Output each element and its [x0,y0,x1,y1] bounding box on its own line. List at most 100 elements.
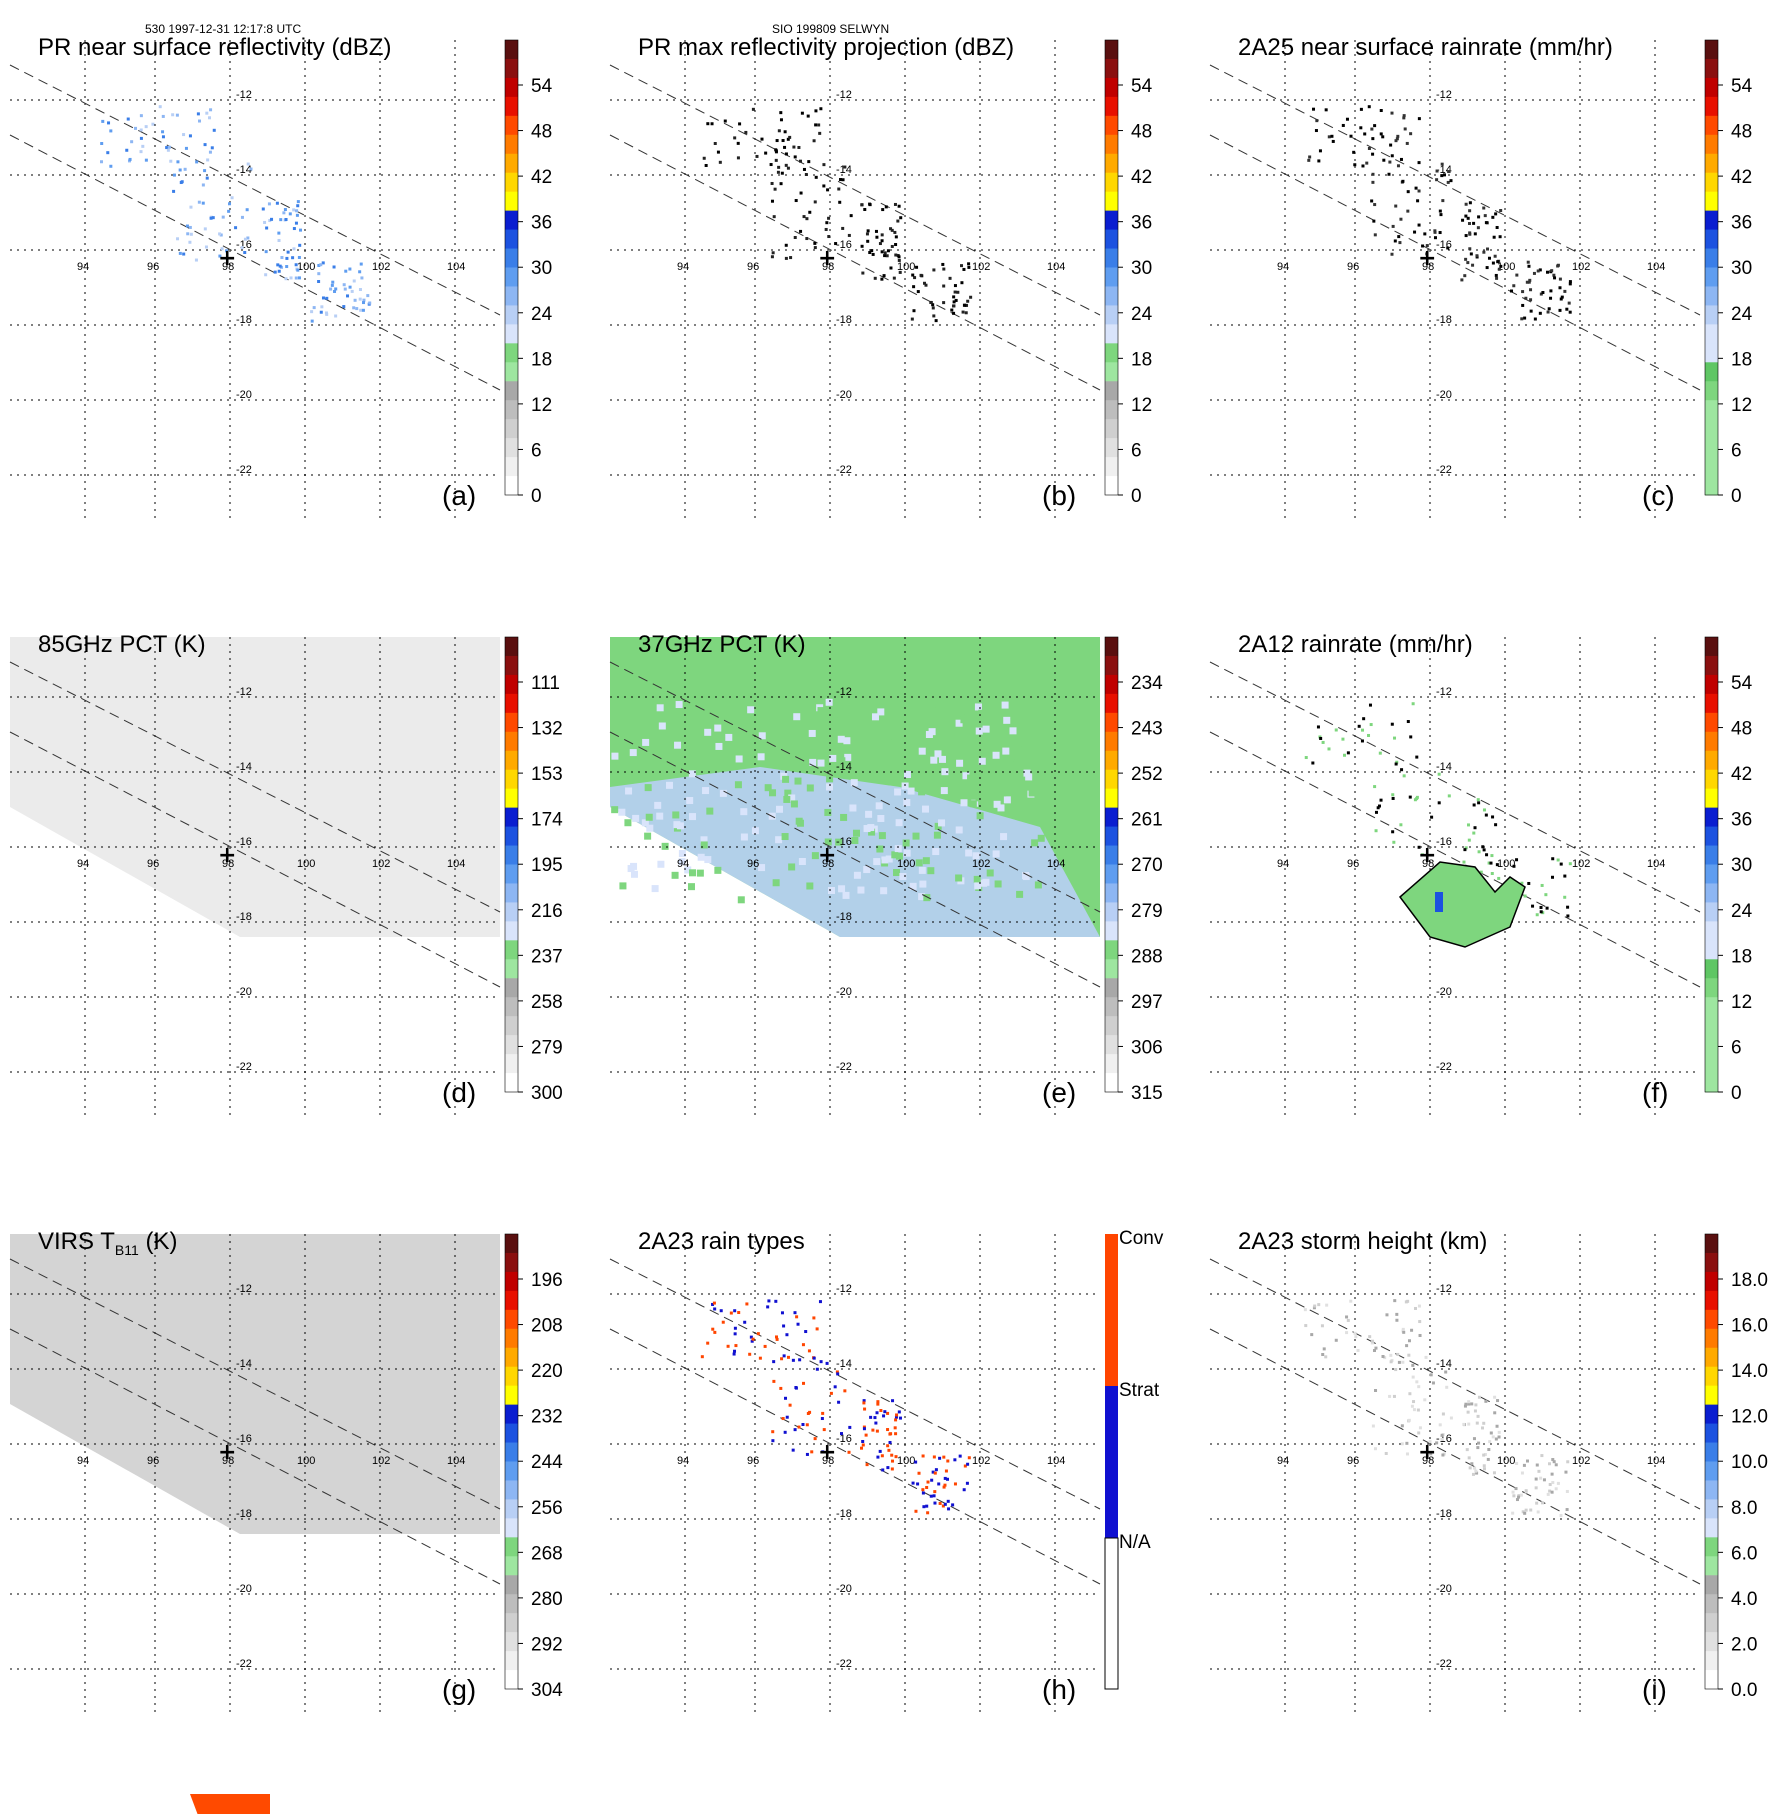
pixel [903,849,911,857]
colorbar-segment [505,1073,518,1093]
storm-center-marker: + [1418,1440,1436,1465]
lat-tick-label: -14 [236,761,252,773]
echo-pixel [875,1411,879,1415]
echo-pixel [767,1299,771,1303]
echo-pixel [958,1454,962,1458]
colorbar-segment [505,1537,518,1557]
echo-pixel [706,122,710,126]
colorbar-segment [505,1556,518,1576]
echo-pixel [899,216,903,220]
pixel [1000,833,1008,841]
echo-pixel [962,1488,966,1492]
pixel [871,713,879,721]
echo-pixel [1556,858,1560,862]
pixel [876,845,884,853]
colorbar-segment [505,419,518,439]
echo-pixel [1313,1304,1317,1308]
echo-pixel [814,109,818,113]
echo-pixel [1470,1402,1474,1406]
echo-pixel [781,139,785,143]
pixel [657,860,665,868]
echo-pixel [1559,1513,1563,1517]
echo-pixel [1429,1373,1433,1377]
lat-tick-label: -14 [236,164,252,176]
pixel [751,827,759,835]
echo-pixel [947,1507,951,1511]
colorbar-segment [1705,1366,1718,1387]
echo-pixel [838,200,842,204]
echo-pixel [898,1416,902,1420]
colorbar-segment [1105,96,1118,117]
echo-pixel [1418,1426,1422,1430]
echo-pixel [1330,134,1334,138]
echo-pixel [1550,1472,1554,1476]
echo-pixel [871,1428,875,1432]
pixel [757,753,765,761]
pixel [618,808,626,816]
echo-pixel [713,142,717,146]
colorbar-segment [505,978,518,998]
colorbar-segment [1705,1016,1718,1036]
colorbar-tick-label: 48 [531,122,552,143]
swath-edge [1209,64,1701,316]
colorbar-segment [1105,940,1118,960]
colorbar-segment [505,381,518,401]
echo-pixel [930,1478,934,1482]
colorbar-segment [1705,1328,1718,1349]
echo-pixel [1449,179,1453,183]
lat-tick-label: -18 [236,1508,252,1520]
echo-pixel [932,268,936,272]
colorbar-tick-label: 304 [531,1680,563,1701]
echo-pixel [1360,739,1364,743]
echo-pixel [1491,1435,1495,1439]
echo-pixel [1392,1394,1396,1398]
echo-pixel [807,160,811,164]
echo-pixel [1529,309,1533,313]
pixel [632,814,640,822]
echo-pixel [868,251,872,255]
lon-tick-label: 102 [372,858,390,870]
pixel [902,839,910,847]
echo-pixel [952,311,956,315]
lon-tick-label: 94 [677,858,689,870]
panel-title: PR max reflectivity projection (dBZ) [638,34,1015,61]
pixel [742,719,750,727]
colorbar-segment [505,1442,518,1462]
pixel [837,735,845,743]
echo-pixel [1546,310,1550,314]
echo-pixel [294,263,298,267]
echo-pixel [869,1415,873,1419]
echo-pixel [923,281,927,285]
cold-region [610,767,1100,937]
colorbar-tick-label: 12 [1731,395,1752,416]
echo-pixel [914,1509,918,1513]
echo-pixel [294,221,298,225]
echo-pixel [849,214,853,218]
echo-pixel [718,160,722,164]
echo-pixel [1429,1452,1433,1456]
echo-pixel [886,1411,890,1415]
echo-pixel [726,1344,730,1348]
echo-pixel [1489,1431,1493,1435]
echo-pixel [1551,875,1555,879]
echo-pixel [1477,850,1481,854]
lon-tick-label: 102 [1572,858,1590,870]
panel-g-plot: 94 96 98 100 102 104-12-14-16-18-20-22+196208… [9,1233,563,1814]
pixel [659,743,667,751]
colorbar-segment [505,286,518,306]
pixel [865,810,873,818]
pixel [875,802,883,810]
echo-pixel [126,117,130,121]
echo-pixel [837,1400,841,1404]
echo-pixel [1541,291,1545,295]
pixel [673,821,681,829]
colorbar-segment [1705,845,1718,865]
echo-pixel [1361,728,1365,732]
pixel [982,878,990,886]
colorbar-segment [505,40,518,60]
colorbar-segment [505,1670,518,1690]
echo-pixel [151,122,155,126]
echo-pixel [1359,126,1363,130]
pixel [928,701,936,709]
echo-pixel [891,1399,895,1403]
